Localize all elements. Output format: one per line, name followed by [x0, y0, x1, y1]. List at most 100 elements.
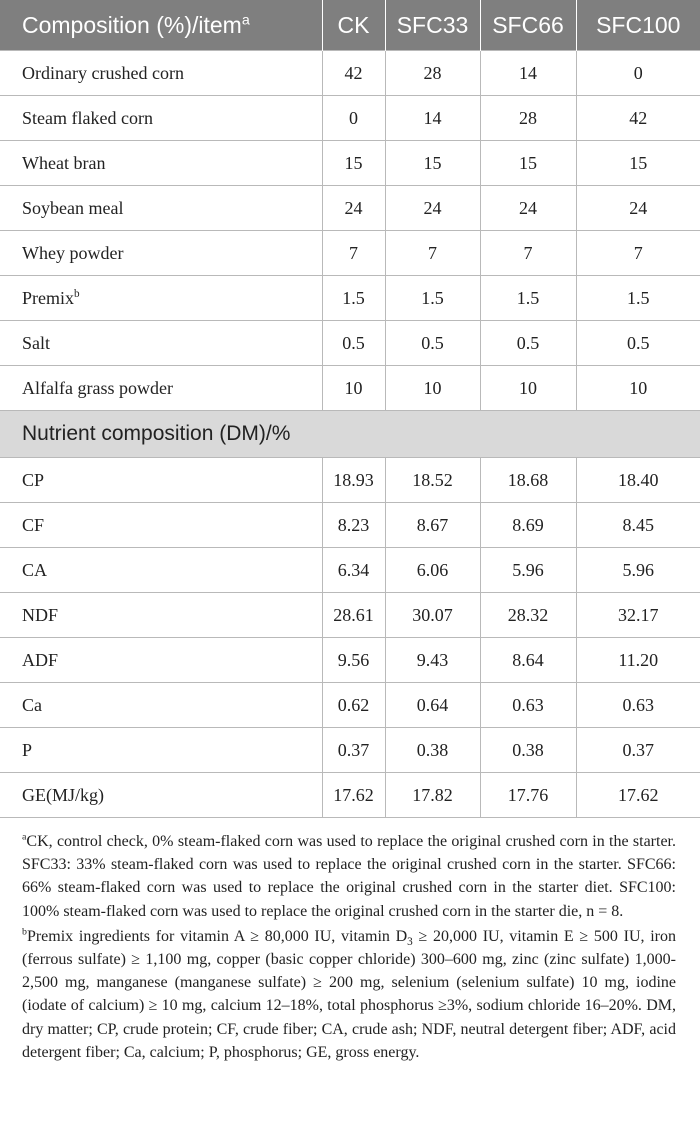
- row-label: Alfalfa grass powder: [22, 377, 173, 398]
- row-label: Whey powder: [22, 242, 124, 263]
- footnote-b: bPremix ingredients for vitamin A ≥ 80,0…: [22, 925, 676, 1064]
- table-row: Salt 0.5 0.5 0.5 0.5: [0, 320, 700, 366]
- cell: 0.5: [384, 320, 481, 366]
- row-label: Premix: [22, 287, 74, 308]
- table-row: Premixb 1.5 1.5 1.5 1.5: [0, 275, 700, 321]
- cell: 0: [321, 95, 386, 141]
- header-sfc66: SFC66: [479, 0, 577, 51]
- row-label: Steam flaked corn: [22, 107, 153, 128]
- table-row: Ca 0.62 0.64 0.63 0.63: [0, 682, 700, 728]
- cell: 32.17: [575, 592, 700, 638]
- table-header-row: Composition (%)/itema CK SFC33 SFC66 SFC…: [0, 0, 700, 51]
- row-label: CA: [0, 547, 323, 593]
- cell: 17.62: [575, 772, 700, 818]
- cell: 28: [479, 95, 577, 141]
- table-row: GE(MJ/kg) 17.62 17.82 17.76 17.62: [0, 772, 700, 818]
- cell: 17.62: [321, 772, 386, 818]
- table-row: ADF 9.56 9.43 8.64 11.20: [0, 637, 700, 683]
- cell: 30.07: [384, 592, 481, 638]
- table-row: Steam flaked corn 0 14 28 42: [0, 95, 700, 141]
- row-label: Wheat bran: [22, 152, 106, 173]
- row-label: GE(MJ/kg): [0, 772, 323, 818]
- cell: 28.32: [479, 592, 577, 638]
- cell: 24: [321, 185, 386, 231]
- cell: 18.40: [575, 457, 700, 503]
- table-row: CF 8.23 8.67 8.69 8.45: [0, 502, 700, 548]
- cell: 24: [479, 185, 577, 231]
- nutrient-section-label: Nutrient composition (DM)/%: [0, 410, 700, 458]
- cell: 7: [575, 230, 700, 276]
- cell: 18.68: [479, 457, 577, 503]
- cell: 1.5: [321, 275, 386, 321]
- cell: 8.45: [575, 502, 700, 548]
- cell: 0.5: [479, 320, 577, 366]
- row-label: Ca: [0, 682, 323, 728]
- header-ck: CK: [321, 0, 386, 51]
- cell: 0: [575, 50, 700, 96]
- table-row: P 0.37 0.38 0.38 0.37: [0, 727, 700, 773]
- cell: 14: [384, 95, 481, 141]
- cell: 5.96: [575, 547, 700, 593]
- cell: 24: [575, 185, 700, 231]
- table-row: Ordinary crushed corn 42 28 14 0: [0, 50, 700, 96]
- cell: 10: [575, 365, 700, 411]
- footnote-marker: b: [74, 287, 80, 300]
- row-label: CF: [0, 502, 323, 548]
- section-header-row: Nutrient composition (DM)/%: [0, 410, 700, 458]
- cell: 42: [321, 50, 386, 96]
- row-label: Soybean meal: [22, 197, 124, 218]
- cell: 28: [384, 50, 481, 96]
- footnote-b-subscript: 3: [407, 936, 413, 948]
- cell: 28.61: [321, 592, 386, 638]
- cell: 6.34: [321, 547, 386, 593]
- cell: 8.64: [479, 637, 577, 683]
- cell: 14: [479, 50, 577, 96]
- table-row: CA 6.34 6.06 5.96 5.96: [0, 547, 700, 593]
- footnote-b-text-1: Premix ingredients for vitamin A ≥ 80,00…: [26, 927, 408, 945]
- cell: 17.76: [479, 772, 577, 818]
- row-label: Ordinary crushed corn: [22, 62, 184, 83]
- cell: 15: [384, 140, 481, 186]
- cell: 11.20: [575, 637, 700, 683]
- table-row: Soybean meal 24 24 24 24: [0, 185, 700, 231]
- cell: 0.63: [479, 682, 577, 728]
- footnote-b-text-2: ≥ 20,000 IU, vitamin E ≥ 500 IU, iron (f…: [22, 927, 676, 1061]
- cell: 10: [479, 365, 577, 411]
- cell: 18.52: [384, 457, 481, 503]
- table-row: Whey powder 7 7 7 7: [0, 230, 700, 276]
- cell: 15: [321, 140, 386, 186]
- cell: 8.69: [479, 502, 577, 548]
- footnote-marker-a: a: [22, 831, 27, 843]
- cell: 10: [384, 365, 481, 411]
- cell: 17.82: [384, 772, 481, 818]
- footnote-a: aCK, control check, 0% steam-flaked corn…: [22, 830, 676, 923]
- table-row: Wheat bran 15 15 15 15: [0, 140, 700, 186]
- cell: 6.06: [384, 547, 481, 593]
- row-label: Salt: [22, 332, 51, 353]
- cell: 8.23: [321, 502, 386, 548]
- row-label: P: [0, 727, 323, 773]
- cell: 8.67: [384, 502, 481, 548]
- cell: 7: [321, 230, 386, 276]
- cell: 9.43: [384, 637, 481, 683]
- row-label: CP: [0, 457, 323, 503]
- cell: 7: [384, 230, 481, 276]
- cell: 7: [479, 230, 577, 276]
- cell: 1.5: [479, 275, 577, 321]
- header-sfc100: SFC100: [575, 0, 700, 51]
- cell: 0.62: [321, 682, 386, 728]
- cell: 0.37: [321, 727, 386, 773]
- header-item: Composition (%)/itema: [0, 0, 323, 51]
- cell: 9.56: [321, 637, 386, 683]
- row-label: ADF: [0, 637, 323, 683]
- table-footnotes: aCK, control check, 0% steam-flaked corn…: [0, 818, 700, 1064]
- cell: 0.5: [321, 320, 386, 366]
- cell: 0.5: [575, 320, 700, 366]
- cell: 0.63: [575, 682, 700, 728]
- cell: 18.93: [321, 457, 386, 503]
- cell: 5.96: [479, 547, 577, 593]
- cell: 15: [575, 140, 700, 186]
- cell: 1.5: [575, 275, 700, 321]
- table-document: Composition (%)/itema CK SFC33 SFC66 SFC…: [0, 0, 700, 1064]
- diet-composition-table: Composition (%)/itema CK SFC33 SFC66 SFC…: [0, 0, 700, 818]
